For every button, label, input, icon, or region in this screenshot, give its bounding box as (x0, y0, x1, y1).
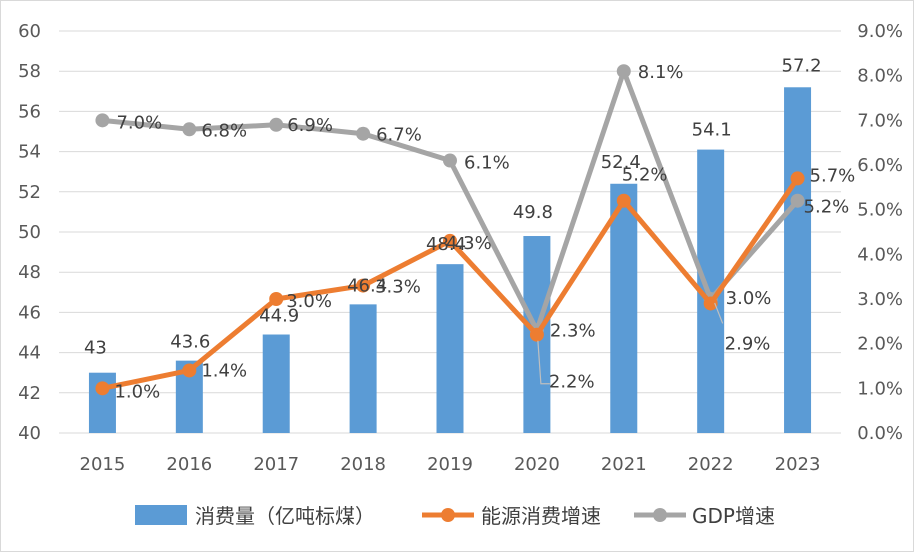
y-left-tick-label: 46 (18, 302, 41, 323)
bar (262, 334, 290, 433)
gdp-growth-point (443, 153, 457, 168)
y-right-tick-label: 3.0% (857, 289, 903, 310)
energy-growth-label: 3.3% (375, 277, 421, 298)
gdp-growth-point (790, 193, 805, 208)
bar-value-label: 44.9 (259, 306, 299, 327)
energy-growth-point (182, 363, 197, 378)
gdp-growth-label: 7.0% (116, 112, 162, 133)
energy-growth-label: 3.0% (286, 291, 332, 312)
bar-value-label: 43 (84, 338, 107, 359)
gdp-growth-label: 5.2% (804, 197, 850, 218)
legend-label-energy: 能源消费增速 (481, 504, 601, 528)
x-tick-label: 2017 (253, 454, 299, 475)
legend: 消费量（亿吨标煤） 能源消费增速 GDP增速 (135, 504, 775, 528)
energy-growth-label: 5.7% (810, 165, 856, 186)
y-left-tick-label: 40 (18, 423, 41, 444)
gdp-growth-label: 8.1% (638, 62, 684, 83)
legend-swatch-energy-point (441, 508, 455, 522)
y-left-tick-label: 60 (18, 21, 41, 42)
bar-value-label: 43.6 (170, 332, 210, 353)
gdp-growth-point (95, 113, 110, 128)
gdp-growth-label: 3.0% (726, 288, 772, 309)
axes: 40 42 44 46 48 50 52 54 56 58 60 0.0% 1.0% 2.0% 3.0% 4.… (18, 21, 903, 475)
y-left-tick-label: 52 (18, 182, 41, 203)
gdp-growth-point (356, 126, 371, 141)
y-right-tick-label: 8.0% (857, 66, 903, 87)
energy-growth-label: 2.2% (549, 372, 595, 393)
energy-growth-point (95, 381, 110, 396)
energy-growth-point (356, 278, 371, 293)
bar-value-label: 57.2 (782, 55, 822, 76)
legend-label-bar: 消费量（亿吨标煤） (195, 504, 375, 528)
legend-swatch-gdp-point (653, 508, 667, 522)
legend-swatch-bar (135, 505, 187, 525)
gdp-growth-label: 6.8% (201, 120, 247, 141)
energy-growth-label: 5.2% (622, 165, 668, 186)
y-right-tick-label: 0.0% (857, 423, 903, 444)
y-right-tick-label: 5.0% (857, 200, 903, 221)
bar-value-label: 46.4 (347, 275, 387, 296)
x-tick-label: 2022 (688, 454, 734, 475)
gdp-growth-point (182, 122, 197, 137)
energy-growth-point (529, 327, 544, 342)
y-right-tick-label: 2.0% (857, 334, 903, 355)
bar (436, 264, 464, 433)
x-tick-label: 2016 (166, 454, 212, 475)
leader-line (714, 302, 724, 324)
energy-growth-label: 1.4% (201, 360, 247, 381)
energy-growth-point (703, 296, 718, 311)
gdp-growth-point (616, 64, 631, 79)
y-left-tick-label: 56 (18, 101, 41, 122)
y-right-tick-label: 9.0% (857, 21, 903, 42)
y-left-tick-label: 54 (18, 142, 41, 163)
gdp-growth-point (269, 117, 284, 132)
bar-value-label: 54.1 (692, 120, 732, 141)
energy-growth-point (790, 171, 805, 186)
bar (349, 304, 377, 433)
energy-growth-label: 4.3% (446, 233, 492, 254)
energy-growth-label: 1.0% (114, 381, 160, 402)
energy-growth-point (269, 292, 284, 306)
leader-line (537, 340, 550, 385)
gdp-growth-label: 6.1% (464, 153, 510, 174)
y-left-tick-label: 42 (18, 383, 41, 404)
energy-growth-label: 2.9% (725, 333, 771, 354)
leader-lines (537, 302, 724, 385)
y-right-tick-label: 6.0% (857, 155, 903, 176)
energy-growth-point (616, 193, 631, 208)
energy-growth-point (443, 233, 457, 248)
gdp-growth-label: 6.7% (376, 125, 422, 146)
x-tick-label: 2018 (340, 454, 386, 475)
bar-value-label: 48.4 (426, 234, 466, 255)
bar (784, 87, 812, 433)
y-left-tick-label: 58 (18, 61, 41, 82)
bar (610, 183, 638, 433)
y-right-tick-label: 4.0% (857, 244, 903, 265)
y-left-tick-label: 50 (18, 222, 41, 243)
bar-value-label: 49.8 (513, 202, 553, 223)
x-tick-label: 2021 (601, 454, 647, 475)
y-left-tick-label: 44 (18, 343, 41, 364)
x-tick-label: 2020 (514, 454, 560, 475)
gdp-growth-label: 2.3% (550, 320, 596, 341)
y-right-tick-label: 7.0% (857, 110, 903, 131)
x-tick-label: 2015 (80, 454, 126, 475)
x-tick-label: 2019 (427, 454, 473, 475)
bar-value-label: 52.4 (601, 152, 641, 173)
gdp-growth-label: 6.9% (287, 115, 333, 136)
y-left-tick-label: 48 (18, 262, 41, 283)
data-labels: 43 43.6 44.9 46.4 48.4 49.8 52.4 54.1 57.2 1.0% 1.… (84, 55, 855, 402)
legend-label-gdp: GDP增速 (692, 504, 775, 528)
bar-series (88, 87, 812, 433)
x-tick-label: 2023 (775, 454, 821, 475)
line-series (95, 64, 805, 396)
y-right-tick-label: 1.0% (857, 378, 903, 399)
